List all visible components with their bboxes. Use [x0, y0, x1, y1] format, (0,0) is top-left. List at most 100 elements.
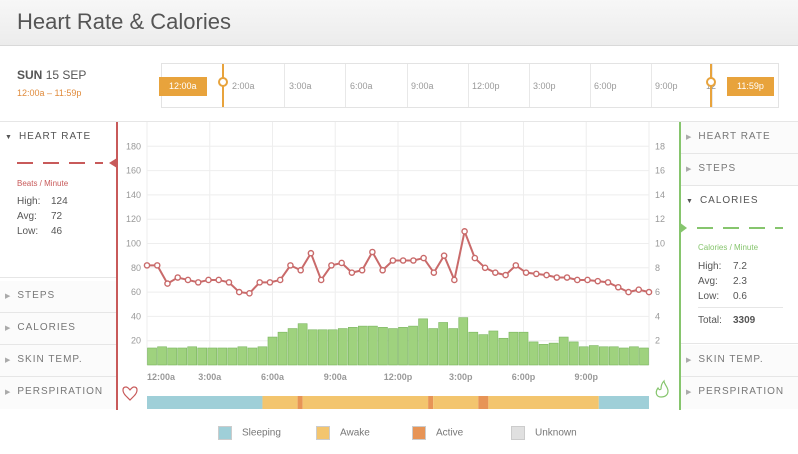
calorie-bar [277, 331, 288, 366]
activity-segment-awake [433, 396, 479, 409]
start-time-flag[interactable]: 12:00a [159, 77, 207, 96]
unknown-swatch [511, 426, 525, 440]
right-section-calories[interactable]: ▼ CALORIES [681, 186, 798, 344]
calorie-bar [418, 318, 428, 366]
day-label: 15 SEP [45, 68, 87, 82]
activity-segment-active [478, 396, 489, 409]
section-label: HEART RATE [18, 131, 92, 142]
cal-total-label: Total: [698, 315, 722, 326]
heart-rate-point [389, 257, 397, 264]
timeline-label: 2:00a [232, 81, 255, 91]
calorie-bar [287, 328, 298, 366]
cal-low-label: Low: [698, 291, 720, 302]
heart-rate-calories-chart[interactable]: 20 40 60 80 100 120 140 160 180 2 4 6 8 10 12 14 16 18 12:… [118, 122, 679, 410]
timeline-scrubber[interactable]: 2:00a 3:00a 6:00a 9:00a 12:00p 3:00p 6:0… [159, 63, 779, 108]
heart-rate-point [512, 262, 520, 269]
x-tick-label: 9:00a [324, 372, 348, 382]
x-tick-label: 12:00p [384, 372, 413, 382]
start-handle[interactable] [218, 77, 228, 87]
calorie-bar [237, 346, 248, 366]
y-left-tick-label: 120 [126, 214, 141, 224]
right-section-heart-rate[interactable]: ▶ HEART RATE [681, 122, 798, 154]
end-handle[interactable] [706, 77, 716, 87]
calorie-flame-icon [655, 379, 669, 398]
right-section-perspiration[interactable]: ▶ PERSPIRATION [681, 377, 798, 409]
weekday-label: SUN [17, 68, 43, 82]
heart-rate-point [645, 288, 653, 296]
timeline-tick [345, 64, 346, 107]
hr-high-value: 124 [51, 196, 68, 207]
section-label: HEART RATE [698, 131, 771, 142]
cal-low-value: 0.6 [733, 291, 747, 302]
section-label: SKIN TEMP. [17, 354, 83, 365]
legend-item-awake: Awake [316, 426, 370, 440]
calorie-bar [297, 323, 308, 366]
collapsed-arrow-icon: ▶ [686, 389, 693, 396]
calorie-bar [157, 346, 167, 366]
expanded-arrow-icon: ▼ [686, 198, 694, 205]
end-time-flag[interactable]: 11:59p [727, 77, 774, 96]
hr-low-value: 46 [51, 226, 63, 237]
y-right-tick-label: 14 [655, 190, 665, 200]
calorie-bar [337, 328, 348, 366]
right-section-steps[interactable]: ▶ STEPS [681, 154, 798, 186]
timeline-tick [407, 64, 408, 107]
awake-swatch [316, 426, 330, 440]
calorie-bar [378, 327, 388, 366]
y-right-tick-label: 6 [655, 287, 660, 297]
y-right-tick-label: 2 [655, 336, 660, 346]
heart-rate-point [430, 269, 438, 276]
left-section-calories[interactable]: ▶ CALORIES [0, 313, 116, 345]
section-label: STEPS [17, 290, 56, 301]
calorie-bar [568, 341, 579, 366]
cal-high-value: 7.2 [733, 261, 747, 272]
section-label: STEPS [698, 163, 737, 174]
x-tick-label: 6:00a [261, 372, 285, 382]
date-label: SUN 15 SEP [17, 68, 86, 82]
calorie-bar [639, 347, 649, 366]
activity-segment-sleeping [598, 396, 649, 409]
hr-high-label: High: [17, 196, 41, 207]
heart-rate-point [194, 279, 202, 286]
timeline-tick [651, 64, 652, 107]
heart-rate-point [307, 249, 315, 257]
calorie-bar [619, 347, 629, 366]
heart-rate-point [225, 279, 233, 286]
calorie-bar [348, 327, 358, 366]
left-section-perspiration[interactable]: ▶ PERSPIRATION [0, 377, 116, 409]
calorie-bar [598, 346, 609, 366]
heart-rate-point [153, 262, 161, 269]
calorie-bar [518, 331, 529, 366]
activity-segment-active [297, 396, 303, 409]
left-section-steps[interactable]: ▶ STEPS [0, 281, 116, 313]
left-section-heart-rate[interactable]: ▼ HEART RATE [0, 122, 116, 278]
calorie-bar [478, 334, 489, 366]
calorie-bar [448, 328, 459, 366]
cal-total-value: 3309 [733, 315, 756, 326]
heart-rate-point [543, 271, 550, 279]
heart-rate-legend-line [17, 158, 117, 168]
heart-rate-icon [122, 386, 138, 401]
left-metric-panel: ▼ HEART RATE Beats / Minute High: 124 Avg… [0, 122, 118, 410]
calorie-bar [227, 347, 238, 366]
heart-rate-point [328, 262, 335, 269]
activity-segment-awake [262, 396, 298, 409]
page-title: Heart Rate & Calories [17, 9, 231, 34]
x-tick-label: 3:00a [198, 372, 222, 382]
heart-rate-point [317, 276, 325, 284]
heart-rate-point [174, 274, 182, 281]
right-section-skin-temp[interactable]: ▶ SKIN TEMP. [681, 345, 798, 377]
left-section-skin-temp[interactable]: ▶ SKIN TEMP. [0, 345, 116, 377]
heart-rate-point [635, 286, 643, 293]
y-left-tick-label: 80 [131, 263, 141, 273]
calorie-bar [217, 347, 228, 366]
heart-rate-point [143, 262, 151, 269]
calorie-bar [468, 331, 479, 366]
section-label: PERSPIRATION [698, 386, 785, 397]
divider [698, 307, 783, 308]
legend-label: Sleeping [242, 427, 281, 439]
heart-rate-point [215, 276, 223, 284]
heart-rate-point [410, 257, 417, 264]
timeline-label: 12:00p [472, 81, 500, 91]
legend-label: Awake [340, 427, 370, 439]
